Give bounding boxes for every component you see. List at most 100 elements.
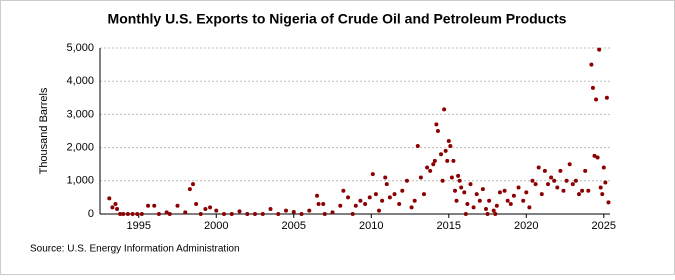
- data-point: [214, 208, 219, 213]
- y-tick-label: 3,000: [66, 108, 94, 120]
- data-point: [377, 208, 382, 213]
- data-point: [493, 212, 498, 216]
- data-point: [471, 205, 476, 210]
- x-tick-label: 2000: [204, 220, 228, 232]
- data-point: [443, 148, 448, 153]
- data-point: [454, 198, 459, 203]
- data-point: [167, 212, 172, 216]
- data-point: [598, 185, 603, 190]
- data-point: [561, 188, 566, 193]
- data-point: [322, 212, 327, 216]
- data-point: [383, 175, 388, 180]
- data-point: [222, 212, 227, 216]
- data-point: [152, 203, 157, 208]
- y-tick-label: 1,000: [66, 175, 94, 187]
- data-point: [432, 158, 437, 163]
- x-tick-label: 2015: [437, 220, 461, 232]
- data-point: [442, 107, 447, 112]
- data-point: [415, 143, 420, 148]
- data-point: [245, 212, 250, 216]
- data-point: [409, 205, 414, 210]
- data-point: [121, 212, 126, 216]
- data-point: [139, 212, 144, 216]
- data-point: [524, 190, 529, 195]
- data-point: [573, 178, 578, 183]
- data-point: [468, 182, 473, 187]
- data-point: [570, 182, 575, 187]
- data-point: [502, 188, 507, 193]
- x-tick-label: 2025: [592, 220, 616, 232]
- data-point: [601, 165, 606, 170]
- data-point: [511, 193, 516, 198]
- data-point: [358, 198, 363, 203]
- data-point: [412, 198, 417, 203]
- data-point: [589, 62, 594, 67]
- data-point: [194, 202, 199, 207]
- y-tick-label: 4,000: [66, 75, 94, 87]
- data-point: [487, 198, 492, 203]
- data-point: [595, 155, 600, 160]
- data-point: [156, 212, 161, 216]
- data-point: [606, 200, 611, 205]
- data-point: [321, 202, 326, 207]
- data-point: [135, 212, 140, 216]
- data-point: [527, 205, 532, 210]
- data-point: [384, 182, 389, 187]
- data-point: [483, 207, 488, 212]
- data-point: [350, 212, 355, 216]
- data-point: [564, 178, 569, 183]
- data-point: [146, 203, 151, 208]
- data-point: [425, 165, 430, 170]
- data-point: [462, 190, 467, 195]
- data-point: [494, 203, 499, 208]
- data-point: [580, 188, 585, 193]
- data-point: [439, 152, 444, 157]
- data-point: [229, 212, 234, 216]
- data-point: [586, 188, 591, 193]
- data-point: [449, 175, 454, 180]
- data-point: [130, 212, 135, 216]
- data-point: [530, 178, 535, 183]
- data-point: [187, 187, 192, 192]
- data-point: [404, 178, 409, 183]
- data-point: [440, 178, 445, 183]
- data-point: [428, 168, 433, 173]
- data-point: [291, 210, 296, 215]
- data-point: [552, 178, 557, 183]
- data-point: [421, 192, 426, 197]
- data-point: [400, 188, 405, 193]
- data-point: [299, 212, 304, 216]
- data-point: [542, 168, 547, 173]
- data-point: [597, 47, 602, 52]
- y-tick-label: 0: [88, 208, 94, 220]
- data-point: [603, 180, 608, 185]
- data-point: [592, 153, 597, 158]
- data-point: [387, 195, 392, 200]
- data-point: [446, 138, 451, 143]
- data-point: [315, 193, 320, 198]
- data-point: [392, 192, 397, 197]
- data-point: [107, 196, 112, 201]
- data-point: [465, 202, 470, 207]
- data-point: [125, 212, 130, 216]
- data-point: [435, 129, 440, 133]
- data-point: [533, 182, 538, 187]
- y-axis-label: Thousand Barrels: [38, 87, 50, 174]
- data-point: [555, 185, 560, 190]
- data-point: [583, 168, 588, 173]
- data-point: [110, 205, 115, 210]
- data-point: [175, 203, 180, 208]
- source-note: Source: U.S. Energy Information Administ…: [30, 244, 240, 255]
- data-point: [480, 187, 485, 192]
- data-point: [284, 208, 289, 213]
- data-point: [474, 192, 479, 197]
- chart-title: Monthly U.S. Exports to Nigeria of Crude…: [108, 11, 567, 27]
- x-tick-label: 2010: [359, 220, 383, 232]
- data-point: [567, 162, 572, 167]
- data-point: [463, 212, 468, 216]
- data-point: [448, 143, 453, 148]
- data-point: [452, 188, 457, 193]
- data-point: [456, 173, 461, 178]
- data-point: [545, 182, 550, 187]
- x-tick-label: 2020: [514, 220, 538, 232]
